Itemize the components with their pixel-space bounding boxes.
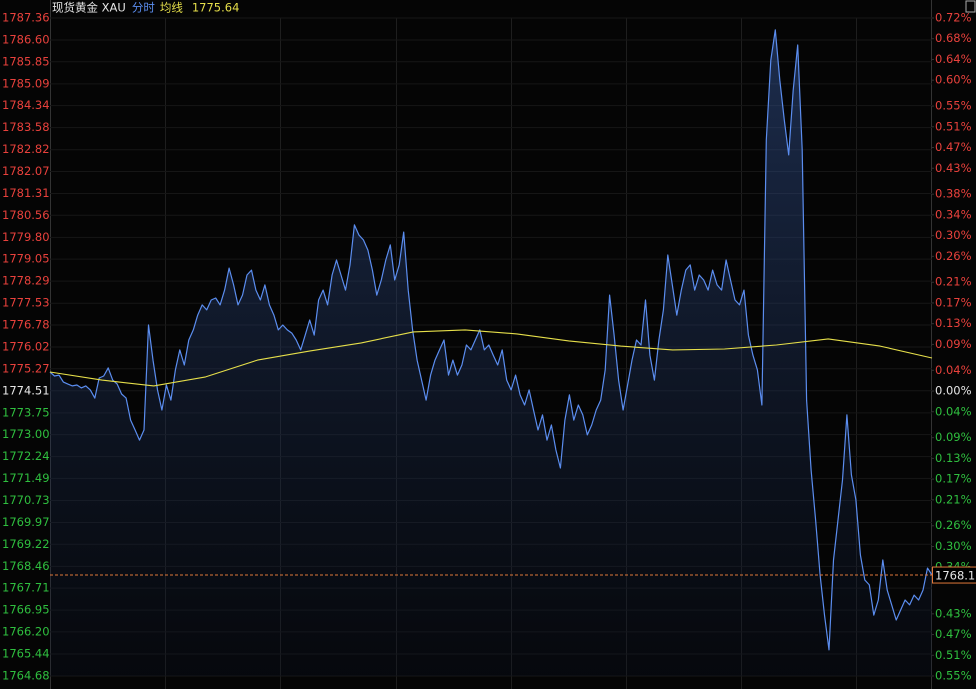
y-tick-label: 1777.53 (2, 296, 50, 310)
y2-tick-label: 0.51% (935, 648, 972, 662)
legend-entry: 分时 (132, 1, 155, 15)
y-tick-label: 1773.75 (2, 405, 50, 419)
y-tick-label: 1770.73 (2, 493, 50, 507)
y2-tick-label: 0.13% (935, 451, 972, 465)
y-tick-label: 1784.34 (2, 98, 50, 112)
y-tick-label: 1782.07 (2, 164, 50, 178)
average-line (49, 329, 933, 387)
price-line (49, 29, 933, 651)
y2-tick-label: 0.09% (935, 430, 972, 444)
y-tick-label: 1786.60 (2, 33, 50, 47)
y-tick-label: 1769.22 (2, 537, 50, 551)
y2-tick-label: 0.43% (935, 606, 972, 620)
chart-title: 现货黄金 XAU (52, 1, 126, 15)
y-tick-label: 1785.09 (2, 76, 50, 90)
legend-entry: 均线 (160, 1, 183, 15)
y-tick-label: 1782.82 (2, 142, 50, 156)
y2-tick-label: 0.34% (935, 207, 972, 221)
y-tick-label: 1764.68 (2, 669, 50, 683)
y-tick-label: 1773.00 (2, 427, 50, 441)
legend-value: 1775.64 (192, 1, 240, 15)
y2-tick-label: 0.17% (935, 472, 972, 486)
y-tick-label: 1767.71 (2, 581, 50, 595)
y2-tick-label: 0.30% (935, 228, 972, 242)
y2-tick-label: 0.26% (935, 518, 972, 532)
y2-tick-label: 0.47% (935, 627, 972, 641)
corner-icon[interactable] (965, 0, 976, 13)
y2-tick-label: 0.00% (935, 384, 972, 398)
y-tick-label: 1783.58 (2, 120, 50, 134)
y2-tick-label: 0.43% (935, 161, 972, 175)
y-tick-label: 1768.46 (2, 559, 50, 573)
y-tick-label: 1781.31 (2, 186, 50, 200)
y-tick-label: 1775.27 (2, 361, 50, 375)
y-tick-label: 1776.02 (2, 340, 50, 354)
last-price-label: 1768.16 (935, 569, 976, 583)
y-tick-label: 1765.44 (2, 646, 50, 660)
y2-tick-label: 0.72% (935, 11, 972, 25)
y2-tick-label: 0.64% (935, 52, 972, 66)
y2-tick-label: 0.51% (935, 119, 972, 133)
y-tick-label: 1772.24 (2, 449, 50, 463)
last-price-box (932, 566, 976, 584)
price-area (50, 29, 932, 676)
y2-tick-label: 0.55% (935, 99, 972, 113)
y2-tick-label: 0.21% (935, 275, 972, 289)
y2-tick-label: 0.55% (935, 669, 972, 683)
y-tick-label: 1774.51 (2, 383, 50, 397)
y2-tick-label: 0.38% (935, 187, 972, 201)
header: 现货黄金 XAU 分时 均线 1775.64 (52, 1, 239, 15)
y2-tick-label: 0.47% (935, 140, 972, 154)
y2-tick-label: 0.30% (935, 539, 972, 553)
y2-tick-label: 0.17% (935, 295, 972, 309)
y-tick-label: 1766.95 (2, 603, 50, 617)
y2-tick-label: 0.60% (935, 73, 972, 87)
y2-tick-label: 0.04% (935, 404, 972, 418)
y-tick-label: 1769.97 (2, 515, 50, 529)
y-tick-label: 1771.49 (2, 471, 50, 485)
y-tick-label: 1787.36 (2, 11, 50, 25)
y2-tick-label: 0.21% (935, 492, 972, 506)
y-tick-label: 1780.56 (2, 208, 50, 222)
y-tick-label: 1776.78 (2, 317, 50, 331)
y-tick-label: 1779.05 (2, 252, 50, 266)
y-tick-label: 1778.29 (2, 274, 50, 288)
y2-tick-label: 0.68% (935, 31, 972, 45)
y-tick-label: 1779.80 (2, 230, 50, 244)
y-tick-label: 1785.85 (2, 54, 50, 68)
y2-tick-label: 0.09% (935, 337, 972, 351)
y2-tick-label: 0.13% (935, 316, 972, 330)
y-tick-label: 1766.20 (2, 624, 50, 638)
y2-tick-label: 0.04% (935, 363, 972, 377)
y2-tick-label: 0.26% (935, 249, 972, 263)
